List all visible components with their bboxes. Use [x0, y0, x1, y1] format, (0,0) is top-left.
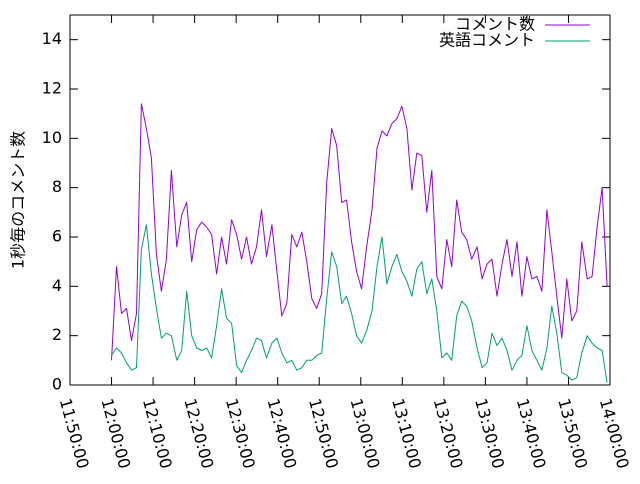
x-tick-label: 12:10:00 — [139, 396, 176, 470]
y-axis-label: 1秒毎のコメント数 — [9, 131, 28, 269]
y-tick-label: 14 — [42, 29, 62, 48]
x-tick-label: 12:50:00 — [305, 396, 342, 470]
x-tick-label: 11:50:00 — [56, 396, 93, 470]
x-tick-label: 12:20:00 — [180, 396, 217, 470]
x-tick-label: 13:50:00 — [554, 396, 591, 470]
x-tick-label: 13:10:00 — [388, 396, 425, 470]
x-tick-label: 13:20:00 — [430, 396, 467, 470]
y-tick-label: 8 — [52, 177, 62, 196]
x-tick-label: 13:30:00 — [471, 396, 508, 470]
x-tick-label: 12:00:00 — [97, 396, 134, 470]
legend-label-1: コメント数 — [455, 15, 535, 34]
plot-frame — [69, 14, 611, 386]
legend-label-2: 英語コメント — [439, 31, 535, 50]
y-tick-label: 12 — [42, 79, 62, 98]
series-line-2 — [111, 224, 608, 383]
x-tick-label: 13:00:00 — [347, 396, 384, 470]
axes: 0 2 4 6 8 10 12 14 11:50:00 12:00:00 12:10:00 12:20… — [42, 14, 633, 471]
x-tick-label: 12:30:00 — [222, 396, 259, 470]
series-lines — [111, 103, 608, 383]
y-tick-label: 6 — [52, 227, 62, 246]
y-tick-label: 2 — [52, 325, 62, 344]
y-tick-label: 4 — [52, 276, 62, 295]
series-line-1 — [111, 103, 608, 361]
y-tick-label: 10 — [42, 128, 62, 147]
x-tick-label: 12:40:00 — [263, 396, 300, 470]
y-tick-label: 0 — [52, 375, 62, 394]
x-tick-label: 14:00:00 — [596, 396, 633, 470]
x-tick-label: 13:40:00 — [513, 396, 550, 470]
